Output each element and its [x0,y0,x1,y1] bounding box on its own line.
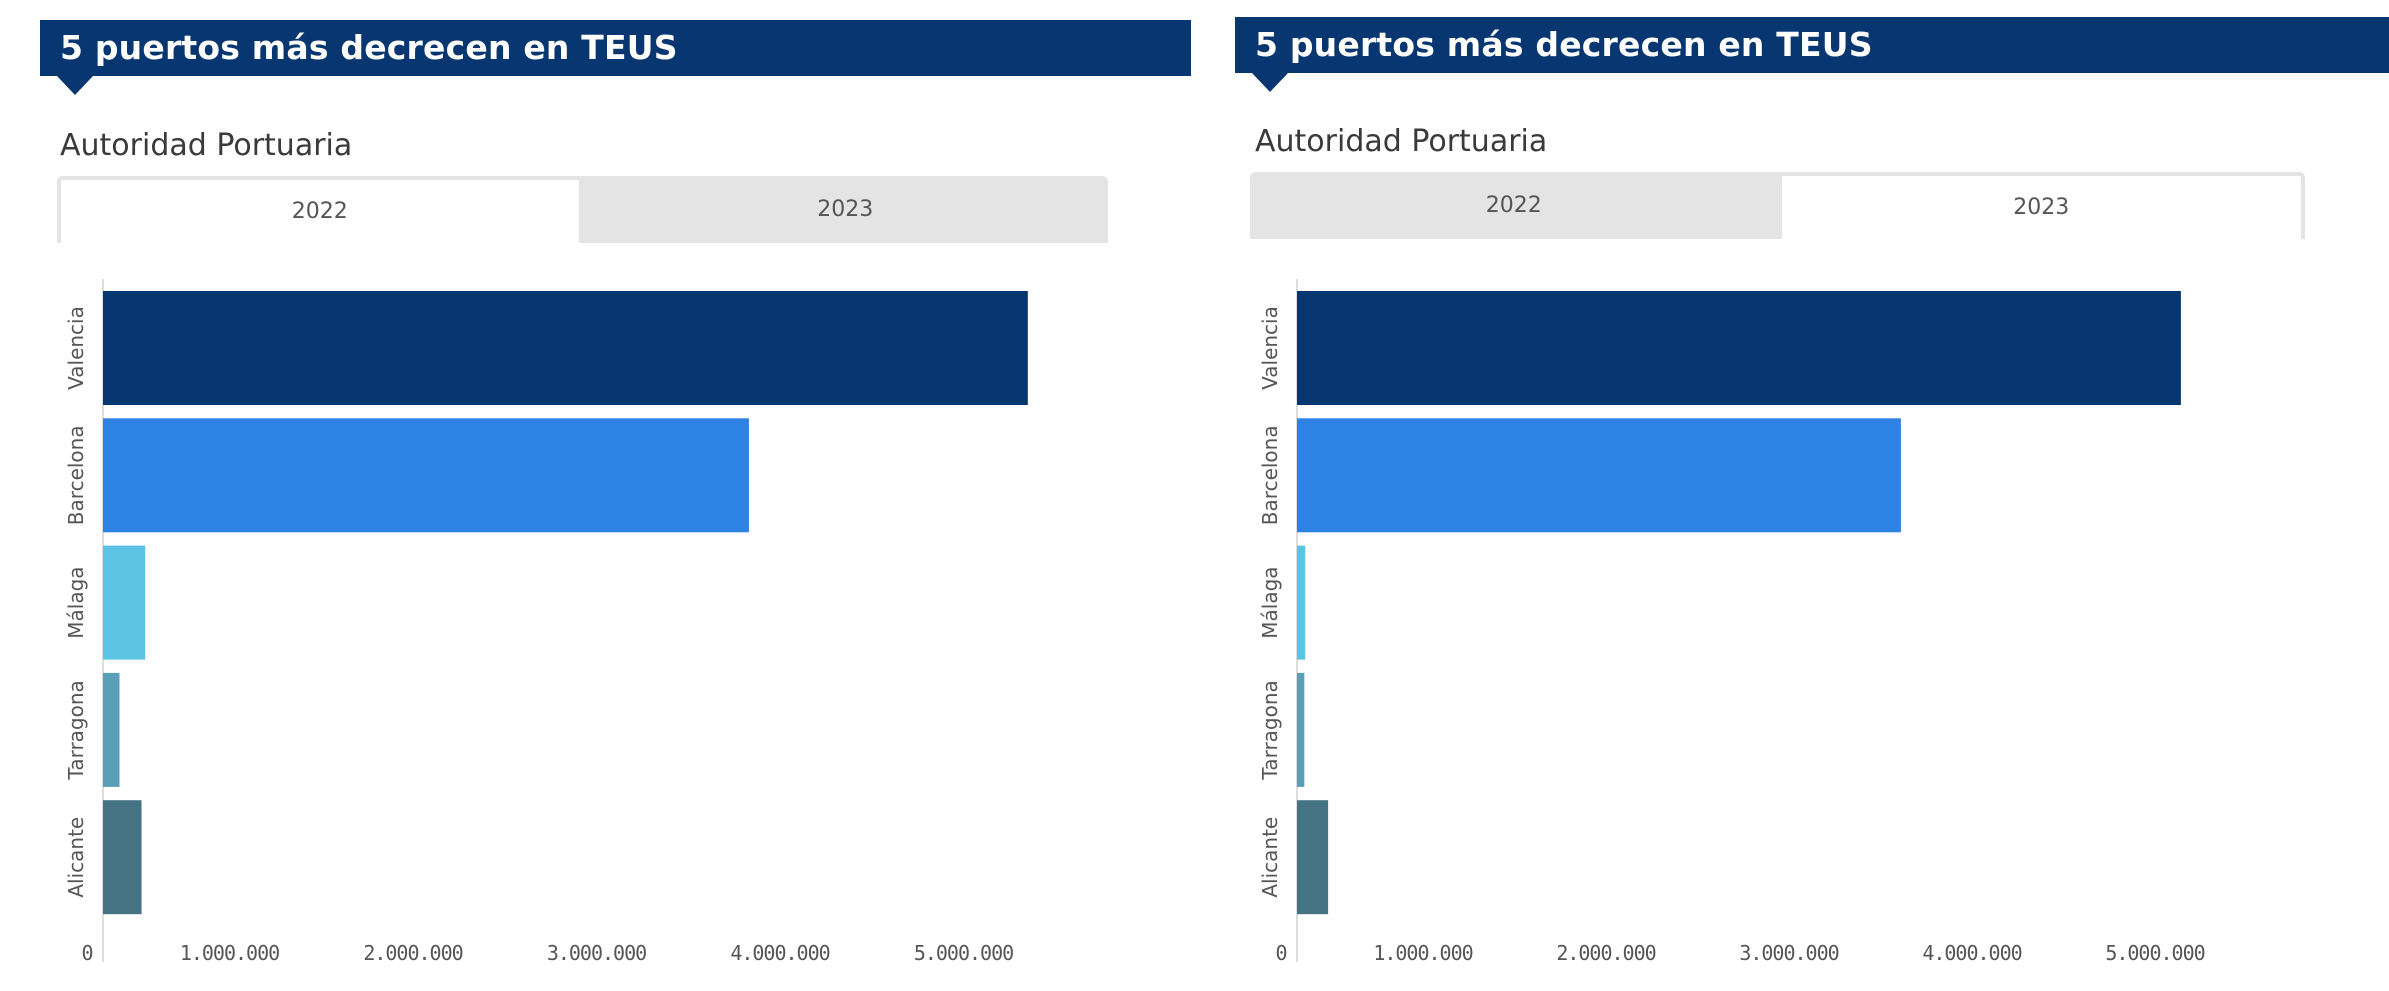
category-label: Alicante [64,817,88,898]
x-tick-label: 4.000.000 [1922,941,2021,965]
header-pointer-icon [1252,73,1288,92]
x-tick-label: 2.000.000 [1556,941,1655,965]
header-pointer-icon [57,76,93,95]
tab-2023[interactable]: 2023 [1777,172,2305,239]
bar-tarragona [1297,672,1305,787]
bar-malaga [103,545,146,660]
panel-title: 5 puertos más decrecen en TEUS [40,20,1191,76]
year-tabs: 2022 2023 [57,176,1108,243]
bar-chart-2023: Valencia Barcelona Málaga Tarragona Alicante… [1258,279,2206,965]
year-tabs: 2022 2023 [1250,172,2305,239]
bar-chart-2022: Valencia Barcelona Málaga Tarragona Alicante… [64,279,1028,965]
category-label: Alicante [1258,817,1282,898]
category-label: Málaga [64,566,88,638]
section-label: Autoridad Portuaria [60,128,353,163]
tab-2023[interactable]: 2023 [817,197,874,222]
panel-title: 5 puertos más decrecen en TEUS [1235,17,2389,73]
category-label: Tarragona [64,680,88,780]
x-tick-label: 1.000.000 [180,941,279,965]
x-tick-label: 5.000.000 [2105,941,2204,965]
category-label: Barcelona [1258,425,1282,525]
tab-2022[interactable]: 2022 [57,176,583,243]
x-tick-label: 3.000.000 [547,941,646,965]
x-tick-label: 4.000.000 [730,941,829,965]
category-label: Málaga [1258,566,1282,638]
category-label: Valencia [1258,306,1282,390]
category-label: Barcelona [64,425,88,525]
x-tick-label: 3.000.000 [1739,941,1838,965]
category-label: Valencia [64,306,88,390]
category-label: Tarragona [1258,680,1282,780]
panel-2023: 5 puertos más decrecen en TEUS Autoridad… [1235,0,2389,987]
bar-tarragona [103,672,120,787]
bar-barcelona [103,418,749,533]
bar-valencia [1297,291,2181,405]
x-tick-label: 0 [1275,941,1286,965]
x-tick-label: 2.000.000 [363,941,462,965]
bar-barcelona [1297,418,1901,533]
bar-alicante [1297,800,1329,915]
bar-malaga [1297,545,1306,660]
tab-2022[interactable]: 2022 [1485,193,1542,218]
bar-alicante [103,800,142,915]
x-tick-label: 1.000.000 [1373,941,1472,965]
x-tick-label: 5.000.000 [914,941,1013,965]
panel-2022: 5 puertos más decrecen en TEUS Autoridad… [40,20,1191,965]
bar-valencia [103,291,1028,405]
section-label: Autoridad Portuaria [1255,124,1548,159]
x-tick-label: 0 [81,941,92,965]
